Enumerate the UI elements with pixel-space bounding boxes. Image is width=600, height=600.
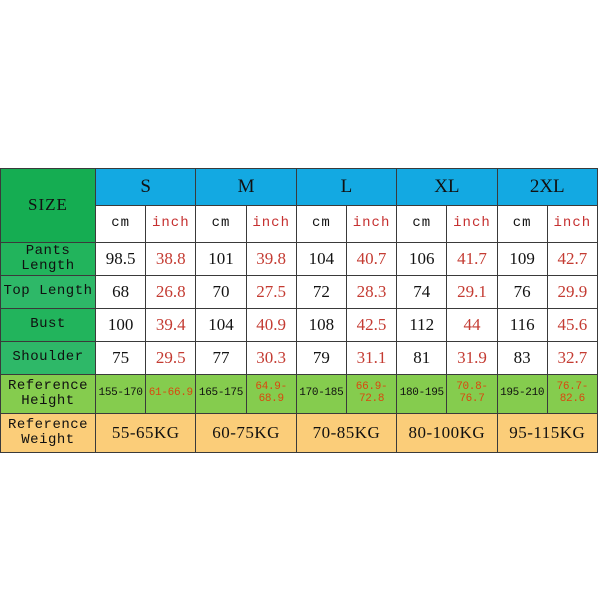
cell-pants-length-xl-inch: 41.7 <box>446 242 498 276</box>
cell-top-length-m-cm: 70 <box>195 275 247 309</box>
cell-pants-length-2xl-inch: 42.7 <box>546 242 598 276</box>
cell-pants-length-m-inch: 39.8 <box>245 242 297 276</box>
table-row-reference-height: Reference Height 155-170 61-66.9 165-175… <box>0 374 598 414</box>
row-label-reference-height: Reference Height <box>0 374 96 414</box>
row-label-pants-length: Pants Length <box>0 242 96 276</box>
cell-shoulder-xl-inch: 31.9 <box>446 341 498 375</box>
cell-bust-l-inch: 42.5 <box>345 308 398 342</box>
cell-pants-length-l-inch: 40.7 <box>345 242 398 276</box>
cell-top-length-2xl-cm: 76 <box>496 275 548 309</box>
cell-pants-length-xl-cm: 106 <box>396 242 448 276</box>
unit-header-inch-m: inch <box>245 205 297 243</box>
cell-pants-length-m-cm: 101 <box>195 242 247 276</box>
size-chart-table: SIZE S M L XL 2XL cm inch cm inch cm inc… <box>0 168 598 453</box>
cell-ref-weight-xl: 80-100KG <box>396 413 498 453</box>
unit-header-inch-2xl: inch <box>546 205 598 243</box>
row-label-shoulder: Shoulder <box>0 341 96 375</box>
cell-shoulder-s-inch: 29.5 <box>145 341 197 375</box>
cell-shoulder-s-cm: 75 <box>94 341 147 375</box>
size-header-label: SIZE <box>0 168 96 243</box>
cell-ref-weight-2xl: 95-115KG <box>496 413 598 453</box>
cell-shoulder-m-cm: 77 <box>195 341 247 375</box>
cell-ref-height-2xl-inch: 76.7-82.6 <box>546 374 598 414</box>
row-label-top-length: Top Length <box>0 275 96 309</box>
row-label-reference-weight: Reference Weight <box>0 413 96 453</box>
table-row-bust: Bust 100 39.4 104 40.9 108 42.5 112 44 1… <box>0 308 598 342</box>
cell-shoulder-m-inch: 30.3 <box>245 341 297 375</box>
cell-top-length-xl-inch: 29.1 <box>446 275 498 309</box>
unit-header-cm-l: cm <box>295 205 347 243</box>
unit-header-inch-l: inch <box>345 205 398 243</box>
cell-top-length-s-inch: 26.8 <box>145 275 197 309</box>
unit-header-cm-xl: cm <box>396 205 448 243</box>
cell-top-length-l-cm: 72 <box>295 275 347 309</box>
cell-top-length-l-inch: 28.3 <box>345 275 398 309</box>
cell-top-length-2xl-inch: 29.9 <box>546 275 598 309</box>
cell-ref-height-xl-cm: 180-195 <box>396 374 448 414</box>
size-column-header-2xl: 2XL <box>496 168 598 206</box>
cell-bust-s-inch: 39.4 <box>145 308 197 342</box>
unit-header-cm-2xl: cm <box>496 205 548 243</box>
table-row-top-length: Top Length 68 26.8 70 27.5 72 28.3 74 29… <box>0 275 598 309</box>
size-column-header-m: M <box>195 168 297 206</box>
cell-shoulder-2xl-cm: 83 <box>496 341 548 375</box>
row-label-bust: Bust <box>0 308 96 342</box>
table-row-pants-length: Pants Length 98.5 38.8 101 39.8 104 40.7… <box>0 242 598 276</box>
cell-shoulder-xl-cm: 81 <box>396 341 448 375</box>
size-column-header-l: L <box>295 168 398 206</box>
cell-bust-l-cm: 108 <box>295 308 347 342</box>
cell-ref-height-l-inch: 66.9-72.8 <box>345 374 398 414</box>
size-column-header-s: S <box>94 168 197 206</box>
unit-header-inch-s: inch <box>145 205 197 243</box>
cell-pants-length-l-cm: 104 <box>295 242 347 276</box>
cell-pants-length-s-cm: 98.5 <box>94 242 147 276</box>
cell-ref-height-m-cm: 165-175 <box>195 374 247 414</box>
cell-top-length-m-inch: 27.5 <box>245 275 297 309</box>
cell-ref-weight-l: 70-85KG <box>295 413 398 453</box>
cell-bust-m-cm: 104 <box>195 308 247 342</box>
cell-shoulder-l-inch: 31.1 <box>345 341 398 375</box>
table-row-reference-weight: Reference Weight 55-65KG 60-75KG 70-85KG… <box>0 413 598 453</box>
cell-shoulder-2xl-inch: 32.7 <box>546 341 598 375</box>
table-row-shoulder: Shoulder 75 29.5 77 30.3 79 31.1 81 31.9… <box>0 341 598 375</box>
cell-top-length-xl-cm: 74 <box>396 275 448 309</box>
unit-header-cm-m: cm <box>195 205 247 243</box>
cell-ref-weight-m: 60-75KG <box>195 413 297 453</box>
size-chart-container: SIZE S M L XL 2XL cm inch cm inch cm inc… <box>0 168 598 453</box>
size-column-header-xl: XL <box>396 168 498 206</box>
cell-bust-2xl-inch: 45.6 <box>546 308 598 342</box>
cell-bust-xl-inch: 44 <box>446 308 498 342</box>
cell-ref-height-s-inch: 61-66.9 <box>145 374 197 414</box>
unit-header-cm-s: cm <box>94 205 147 243</box>
table-header-units: cm inch cm inch cm inch cm inch cm inch <box>1 205 598 243</box>
cell-pants-length-s-inch: 38.8 <box>145 242 197 276</box>
cell-ref-height-m-inch: 64.9-68.9 <box>245 374 297 414</box>
cell-shoulder-l-cm: 79 <box>295 341 347 375</box>
unit-header-inch-xl: inch <box>446 205 498 243</box>
cell-ref-height-xl-inch: 70.8-76.7 <box>446 374 498 414</box>
cell-bust-2xl-cm: 116 <box>496 308 548 342</box>
cell-ref-height-l-cm: 170-185 <box>295 374 347 414</box>
cell-ref-weight-s: 55-65KG <box>94 413 197 453</box>
cell-bust-xl-cm: 112 <box>396 308 448 342</box>
cell-bust-m-inch: 40.9 <box>245 308 297 342</box>
table-header-sizes: SIZE S M L XL 2XL <box>0 168 598 243</box>
cell-pants-length-2xl-cm: 109 <box>496 242 548 276</box>
cell-bust-s-cm: 100 <box>94 308 147 342</box>
cell-ref-height-2xl-cm: 195-210 <box>496 374 548 414</box>
cell-top-length-s-cm: 68 <box>94 275 147 309</box>
cell-ref-height-s-cm: 155-170 <box>94 374 147 414</box>
